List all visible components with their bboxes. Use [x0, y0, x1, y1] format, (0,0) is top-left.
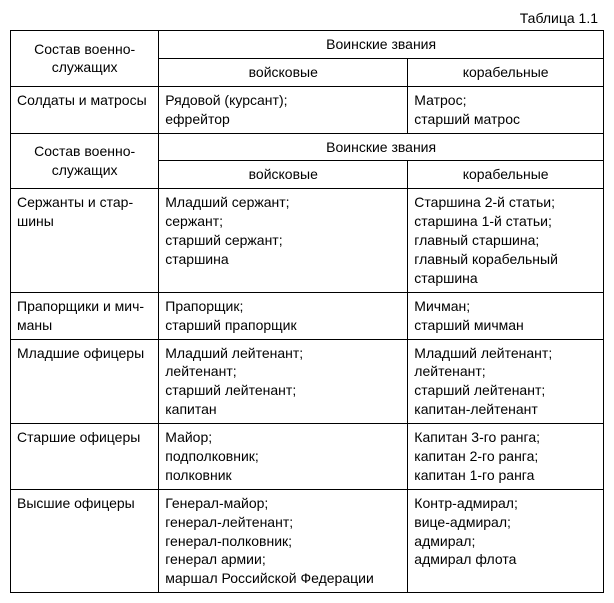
table-row: Солдаты и матросы Рядовой (курсант);ефре…: [11, 86, 604, 133]
navy-cell: Капитан 3-го ранга;капитан 2-го ранга;ка…: [408, 424, 604, 490]
ranks-table: Состав военно-служащих Воинские звания в…: [10, 30, 604, 593]
table-row: Младшие офицеры Младший лейтенант;лейтен…: [11, 339, 604, 424]
army-cell: Младший лейтенант;лейтенант;старший лейт…: [159, 339, 408, 424]
table-row: Сержанты и стар-шины Младший сержант;сер…: [11, 189, 604, 292]
navy-cell: Матрос;старший матрос: [408, 86, 604, 133]
navy-cell: Контр-адмирал;вице-адмирал;адмирал;адмир…: [408, 489, 604, 592]
header-navy-2: корабельные: [408, 161, 604, 189]
army-cell: Рядовой (курсант);ефрейтор: [159, 86, 408, 133]
navy-cell: Младший лейтенант;лейтенант;старший лейт…: [408, 339, 604, 424]
army-cell: Прапорщик;старший прапорщик: [159, 292, 408, 339]
header-composition-1: Состав военно-служащих: [11, 31, 159, 87]
header-ranks-1: Воинские звания: [159, 31, 604, 59]
table-row: Высшие офицеры Генерал-майор;генерал-лей…: [11, 489, 604, 592]
navy-cell: Мичман;старший мичман: [408, 292, 604, 339]
army-cell: Младший сержант;сержант;старший сержант;…: [159, 189, 408, 292]
header-ranks-2: Воинские звания: [159, 133, 604, 161]
header-army-2: войсковые: [159, 161, 408, 189]
category-cell: Сержанты и стар-шины: [11, 189, 159, 292]
table-row: Старшие офицеры Майор;подполковник;полко…: [11, 424, 604, 490]
category-cell: Младшие офицеры: [11, 339, 159, 424]
category-cell: Старшие офицеры: [11, 424, 159, 490]
header-composition-2: Состав военно-служащих: [11, 133, 159, 189]
army-cell: Генерал-майор;генерал-лейтенант;генерал-…: [159, 489, 408, 592]
table-row: Прапорщики и мич-маны Прапорщик;старший …: [11, 292, 604, 339]
category-cell: Солдаты и матросы: [11, 86, 159, 133]
header-navy-1: корабельные: [408, 58, 604, 86]
category-cell: Высшие офицеры: [11, 489, 159, 592]
table-caption: Таблица 1.1: [10, 10, 604, 26]
header-army-1: войсковые: [159, 58, 408, 86]
navy-cell: Старшина 2-й статьи;старшина 1-й статьи;…: [408, 189, 604, 292]
category-cell: Прапорщики и мич-маны: [11, 292, 159, 339]
army-cell: Майор;подполковник;полковник: [159, 424, 408, 490]
